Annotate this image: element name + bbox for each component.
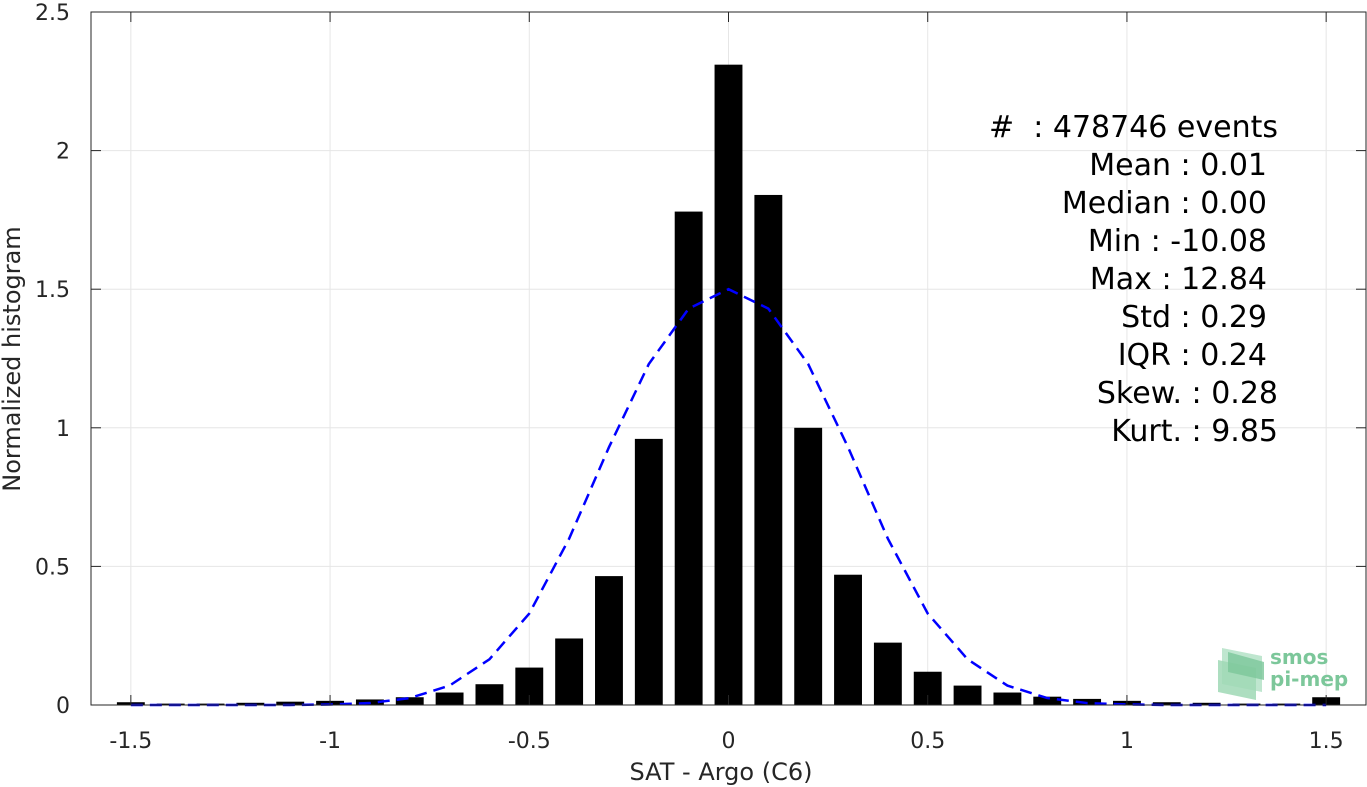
logo-text-pimep: pi-mep	[1270, 667, 1348, 691]
smos-pimep-logo: smos pi-mep	[1218, 645, 1348, 700]
histogram-bar	[873, 642, 902, 705]
histogram-bar	[555, 638, 584, 705]
y-tick-label: 1.5	[35, 278, 70, 303]
histogram-bar	[714, 64, 743, 706]
x-tick-label: 1.5	[1309, 729, 1344, 754]
y-axis-label: Normalized histogram	[0, 226, 26, 491]
x-tick-label: 0	[722, 729, 736, 754]
histogram-bar	[595, 576, 623, 705]
histogram-bar	[834, 574, 862, 705]
y-tick-label: 0.5	[35, 555, 70, 580]
histogram-bar	[953, 685, 982, 705]
stat-line: IQR : 0.24	[1118, 338, 1267, 373]
x-tick-label: 0.5	[910, 729, 945, 754]
stat-line: Skew. : 0.28	[1097, 376, 1278, 411]
histogram-bar	[674, 211, 703, 706]
logo-icon	[1218, 648, 1264, 700]
axes	[90, 11, 1367, 706]
histogram-bar	[634, 438, 663, 705]
histogram-bar	[1232, 703, 1261, 705]
histogram-bar	[276, 701, 305, 705]
x-tick-label: 1	[1120, 729, 1134, 754]
x-axis-label: SAT - Argo (C6)	[630, 758, 813, 786]
y-tick-label: 0	[56, 694, 70, 719]
histogram-bar	[395, 697, 424, 705]
stat-line: Max : 12.84	[1090, 262, 1267, 297]
x-tick-label: -1	[319, 729, 341, 754]
histogram-bar	[475, 684, 504, 705]
stat-line: Min : -10.08	[1088, 224, 1267, 259]
x-tick-label: -1.5	[109, 729, 152, 754]
stat-line: Kurt. : 9.85	[1111, 414, 1278, 449]
stat-line: # : 478746 events	[989, 110, 1278, 145]
histogram-bar	[754, 194, 783, 705]
histogram-bars	[116, 64, 1341, 706]
y-tick-label: 1	[56, 417, 70, 442]
y-tick-label: 2	[56, 140, 70, 165]
histogram-bar	[1152, 702, 1181, 705]
histogram-bar	[1033, 696, 1062, 705]
stat-line: Std : 0.29	[1121, 300, 1267, 335]
histogram-bar	[794, 427, 823, 705]
histogram-bar	[1192, 702, 1221, 705]
stat-line: Mean : 0.01	[1089, 148, 1267, 183]
y-tick-labels: 0 0.5 1 1.5 2 2.5	[35, 1, 70, 719]
y-tick-label: 2.5	[35, 1, 70, 26]
x-tick-labels: -1.5 -1 -0.5 0 0.5 1 1.5	[109, 729, 1343, 754]
stat-line: Median : 0.00	[1062, 186, 1267, 221]
histogram-bar	[435, 692, 464, 705]
histogram-bar	[993, 692, 1022, 705]
logo-text-smos: smos	[1270, 645, 1328, 669]
x-tick-label: -0.5	[508, 729, 551, 754]
